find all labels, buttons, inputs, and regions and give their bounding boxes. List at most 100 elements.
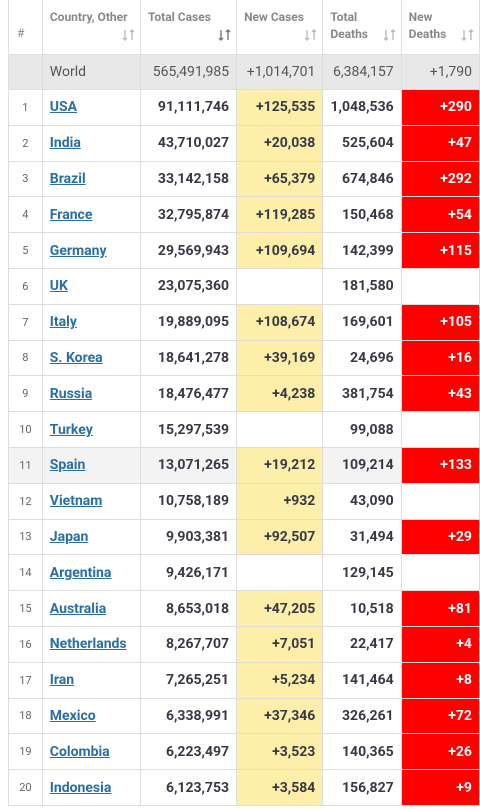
- total-deaths: 156,827: [342, 779, 394, 796]
- new-cases: +125,535: [256, 99, 316, 116]
- country-link[interactable]: S. Korea: [49, 349, 103, 366]
- country-link[interactable]: India: [49, 135, 81, 152]
- country-link[interactable]: Germany: [49, 242, 107, 259]
- new-deaths: +54: [448, 206, 472, 223]
- header-cell[interactable]: New Deaths: [400, 0, 480, 54]
- header-label: Total Deaths: [330, 10, 368, 41]
- sort-icon[interactable]: [461, 29, 474, 41]
- total-cases: 6,123,753: [165, 779, 230, 796]
- table-cell: +43: [400, 376, 480, 412]
- header-cell[interactable]: New Cases: [236, 0, 322, 54]
- table-cell: +119,285: [236, 197, 323, 233]
- total-cases: 8,653,018: [165, 600, 230, 617]
- table-cell: 565,491,985: [139, 55, 237, 89]
- table-cell: 18: [8, 698, 42, 734]
- new-deaths: +133: [440, 457, 472, 474]
- table-cell: 9: [8, 376, 42, 412]
- country-link[interactable]: Turkey: [49, 421, 93, 438]
- sort-icon[interactable]: [122, 29, 135, 41]
- table-cell: 91,111,746: [139, 90, 236, 125]
- country-link[interactable]: Japan: [49, 528, 89, 545]
- table-cell: +1,790: [400, 55, 480, 89]
- sort-icon[interactable]: [304, 29, 317, 41]
- total-cases: 33,142,158: [157, 170, 230, 187]
- table-row: 8 S. Korea 18,641,278 +39,169 24,696 +16: [8, 340, 480, 377]
- table-cell: 11: [8, 447, 42, 483]
- total-deaths: 142,399: [342, 242, 394, 259]
- new-deaths: +292: [440, 170, 472, 187]
- sort-icon[interactable]: [383, 29, 396, 41]
- country-link[interactable]: Iran: [49, 672, 75, 689]
- total-deaths: 1,048,536: [330, 99, 394, 116]
- table-cell: +20,038: [236, 125, 323, 161]
- table-cell: [400, 555, 480, 591]
- table-cell: 6,384,157: [322, 55, 401, 89]
- table-cell: [400, 412, 480, 447]
- country-link[interactable]: Spain: [49, 457, 86, 474]
- new-cases: +1,014,701: [246, 64, 316, 80]
- total-deaths: 674,846: [342, 170, 394, 187]
- country-link[interactable]: Russia: [49, 385, 93, 402]
- country-link[interactable]: USA: [49, 99, 78, 116]
- table-cell: 15,297,539: [139, 412, 236, 447]
- table-cell: Russia: [41, 376, 140, 412]
- new-cases: +5,234: [272, 672, 316, 689]
- country-link[interactable]: Vietnam: [49, 493, 103, 510]
- country-link[interactable]: Colombia: [49, 743, 110, 760]
- country-link[interactable]: Brazil: [49, 170, 86, 187]
- new-deaths: +72: [448, 707, 472, 724]
- header-cell[interactable]: Total Cases: [139, 0, 236, 54]
- table-cell: 1: [8, 90, 42, 125]
- header-cell[interactable]: Total Deaths: [322, 0, 400, 54]
- country-link[interactable]: UK: [49, 278, 68, 295]
- table-cell: Iran: [41, 662, 140, 698]
- header-cell[interactable]: Country, Other: [41, 0, 140, 54]
- country-link[interactable]: France: [49, 206, 93, 223]
- total-cases: 15,297,539: [157, 421, 230, 438]
- table-cell: World: [41, 55, 140, 89]
- country-link[interactable]: Italy: [49, 314, 77, 331]
- sort-icon[interactable]: [218, 29, 231, 41]
- table-cell: 23,075,360: [139, 268, 236, 304]
- rank: 2: [22, 136, 29, 150]
- table-cell: 169,601: [322, 304, 400, 340]
- country-link[interactable]: Argentina: [49, 564, 112, 581]
- total-deaths: 6,384,157: [333, 64, 394, 80]
- table-cell: 32,795,874: [139, 197, 236, 233]
- country-link[interactable]: Australia: [49, 600, 107, 617]
- rank: 10: [19, 423, 32, 437]
- table-cell: 9,426,171: [139, 555, 236, 591]
- table: # Country, Other Total Cases New Cases Total…: [8, 0, 480, 809]
- rank: 13: [19, 530, 32, 544]
- table-cell: +72: [400, 698, 480, 734]
- table-row: 16 Netherlands 8,267,707 +7,051 22,417 +4: [8, 626, 480, 663]
- country-link[interactable]: Indonesia: [49, 779, 112, 796]
- table-row: World 565,491,985 +1,014,701 6,384,157 +1,79…: [8, 55, 480, 90]
- table-cell: 6,223,497: [139, 734, 236, 770]
- header-label: Country, Other: [49, 10, 128, 24]
- new-cases: +47,205: [264, 600, 316, 617]
- table-cell: +9: [400, 770, 480, 805]
- table-cell: +8: [400, 662, 480, 698]
- rank: 9: [22, 387, 29, 401]
- total-cases: 18,476,477: [157, 385, 230, 402]
- total-deaths: 22,417: [350, 636, 394, 653]
- total-deaths: 140,365: [342, 743, 394, 760]
- table-cell: +47: [400, 125, 480, 161]
- table-cell: 6,338,991: [139, 698, 236, 734]
- table-row: 15 Australia 8,653,018 +47,205 10,518 +81: [8, 591, 480, 627]
- new-cases: +20,038: [264, 135, 316, 152]
- new-cases: +65,379: [264, 170, 316, 187]
- header-label: New Deaths: [408, 10, 447, 41]
- country-link[interactable]: Netherlands: [49, 636, 127, 653]
- table-cell: India: [41, 125, 140, 161]
- table-cell: +81: [400, 591, 480, 626]
- new-deaths: +8: [456, 672, 472, 689]
- new-deaths: +81: [448, 600, 472, 617]
- table-row: 4 France 32,795,874 +119,285 150,468 +54: [8, 197, 480, 234]
- country-link[interactable]: Mexico: [49, 707, 96, 724]
- table-cell: +105: [400, 304, 480, 340]
- header-row: # Country, Other Total Cases New Cases Total…: [8, 0, 480, 55]
- table-cell: Turkey: [41, 412, 140, 447]
- table-cell: +125,535: [236, 90, 323, 125]
